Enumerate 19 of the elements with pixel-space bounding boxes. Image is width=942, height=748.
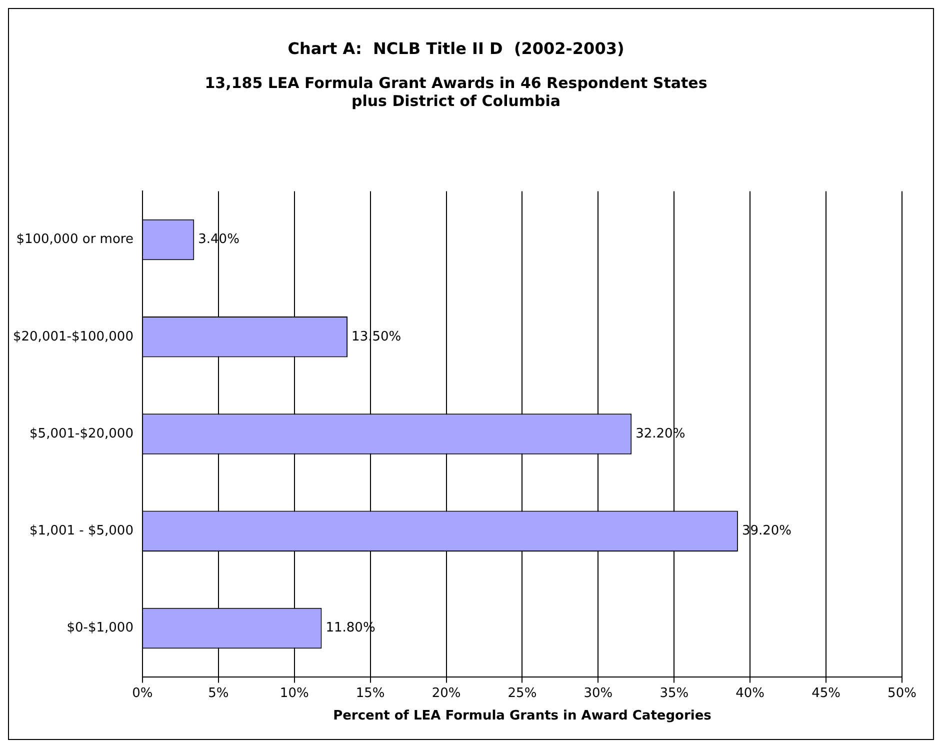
chart-subtitle: 13,185 LEA Formula Grant Awards in 46 Respondent States plus District of Columbia [204, 74, 708, 110]
x-axis-title: Percent of LEA Formula Grants in Award Categories [333, 708, 712, 724]
x-tick-label: 10% [280, 686, 309, 701]
x-tick-label: 35% [660, 686, 689, 701]
x-tick-label: 25% [508, 686, 537, 701]
x-tick-label: 30% [584, 686, 613, 701]
y-tick-label: $0-$1,000 [66, 620, 134, 636]
x-tick-label: 20% [432, 686, 461, 701]
y-tick-label: $1,001 - $5,000 [30, 523, 134, 538]
x-tick-label: 45% [812, 686, 840, 701]
x-tick-label: 40% [736, 686, 765, 701]
y-tick-label: $5,001-$20,000 [30, 426, 134, 442]
y-tick-label: $100,000 or more [16, 232, 134, 248]
x-tick-label: 50% [888, 686, 916, 701]
x-tick-label: 0% [132, 686, 153, 701]
x-tick-label: 15% [356, 686, 385, 701]
y-tick-label: $20,001-$100,000 [12, 329, 134, 344]
chart-title: Chart A: NCLB Title II D (2002-2003) [288, 38, 624, 58]
x-tick-label: 5% [208, 686, 229, 701]
